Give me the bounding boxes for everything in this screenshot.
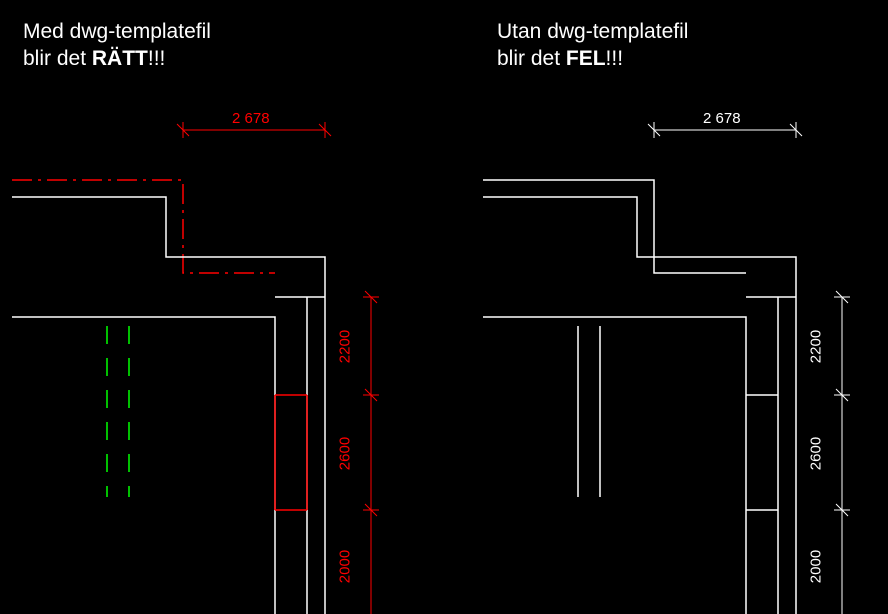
left-dim-v2-label: 2600 [337,434,354,474]
left-dim-v1-label: 2200 [337,327,354,367]
left-dashdot-outline [12,180,275,273]
left-dim-v3-label: 2000 [337,547,354,587]
left-dashed-lines [107,326,129,497]
right-walls [483,180,796,614]
right-dim-v3-label: 2000 [808,547,825,587]
left-dim-top-label: 2 678 [232,110,270,127]
left-walls [12,197,325,614]
left-door [275,395,307,510]
right-dim-top-label: 2 678 [703,110,741,127]
drawing-canvas [0,0,888,614]
right-dim-vertical [834,291,850,614]
right-dim-v2-label: 2600 [808,434,825,474]
right-dim-v1-label: 2200 [808,327,825,367]
left-dim-vertical [363,291,379,614]
